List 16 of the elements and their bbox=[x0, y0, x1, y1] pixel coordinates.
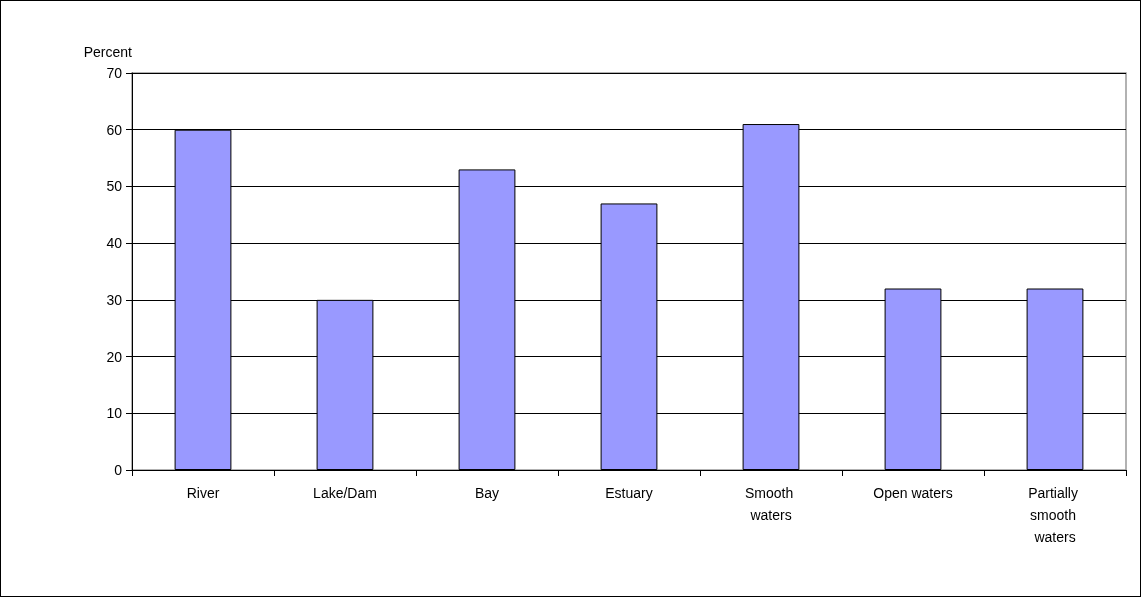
y-tick-label: 70 bbox=[106, 65, 123, 81]
y-tick-label: 10 bbox=[106, 405, 123, 422]
x-tick-label: Lake/Dam bbox=[313, 485, 377, 501]
x-tick-label: Bay bbox=[474, 485, 500, 501]
x-tick-label: Partially smooth waters bbox=[1028, 485, 1082, 545]
y-tick-label: 50 bbox=[106, 178, 123, 195]
x-tick-label: River bbox=[186, 485, 220, 501]
y-tick-label: 30 bbox=[106, 291, 123, 308]
y-axis-title: Percent bbox=[83, 44, 133, 60]
x-tick-label: Estuary bbox=[605, 485, 653, 501]
x-tick-label: Open waters bbox=[873, 485, 953, 501]
y-tick-label: 20 bbox=[106, 348, 123, 365]
y-tick-label: 0 bbox=[114, 462, 123, 478]
x-tick-label: Smooth waters bbox=[744, 485, 798, 523]
y-tick-label: 60 bbox=[106, 121, 123, 138]
y-tick-label: 40 bbox=[106, 235, 123, 252]
